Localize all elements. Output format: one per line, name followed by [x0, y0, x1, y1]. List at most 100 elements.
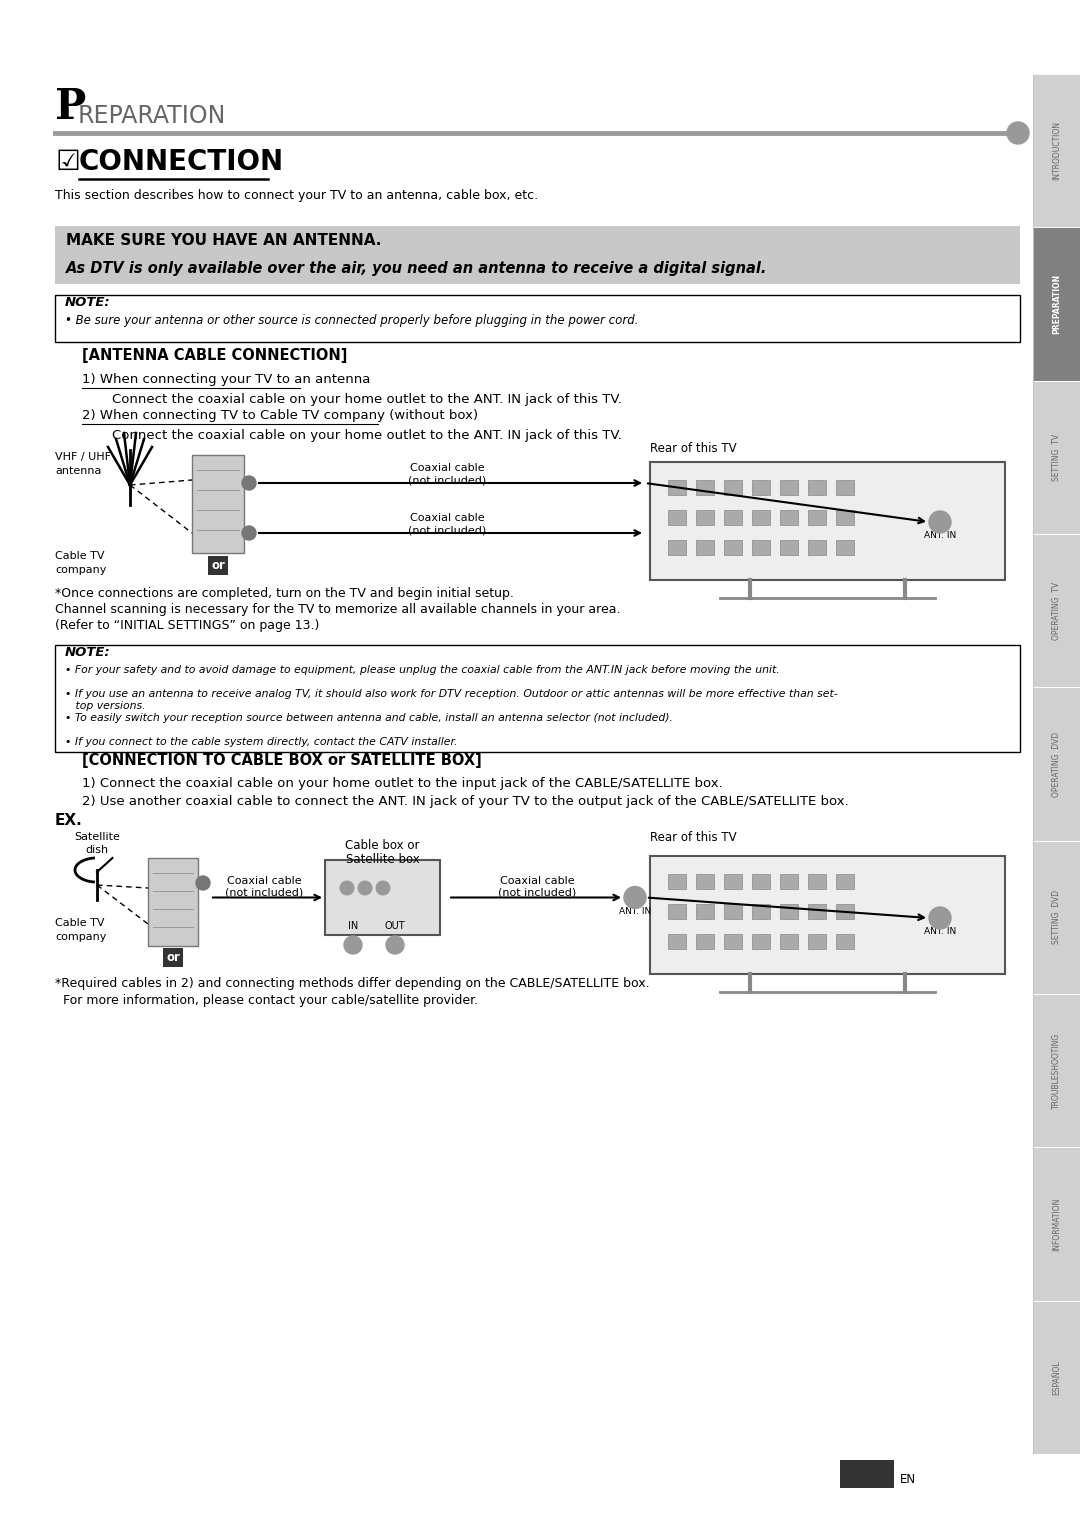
- Text: For more information, please contact your cable/satellite provider.: For more information, please contact you…: [55, 995, 478, 1007]
- Text: Coaxial cable: Coaxial cable: [409, 513, 484, 523]
- Text: Coaxial cable: Coaxial cable: [227, 876, 301, 886]
- Bar: [836, 480, 854, 495]
- Text: antenna: antenna: [55, 466, 102, 477]
- Bar: [808, 480, 826, 495]
- Text: Cable box or: Cable box or: [346, 839, 420, 853]
- Text: Satellite: Satellite: [75, 833, 120, 842]
- Text: As DTV is only available over the air, you need an antenna to receive a digital : As DTV is only available over the air, y…: [66, 261, 768, 277]
- Bar: [808, 905, 826, 918]
- Text: • For your safety and to avoid damage to equipment, please unplug the coaxial ca: • For your safety and to avoid damage to…: [65, 665, 780, 675]
- Bar: [724, 934, 742, 949]
- Text: ANT. IN: ANT. IN: [619, 906, 651, 915]
- Text: TROUBLESHOOTING: TROUBLESHOOTING: [1052, 1033, 1061, 1109]
- Text: Connect the coaxial cable on your home outlet to the ANT. IN jack of this TV.: Connect the coaxial cable on your home o…: [95, 393, 622, 406]
- Text: P: P: [55, 86, 86, 128]
- Circle shape: [242, 526, 256, 539]
- Text: VHF / UHF: VHF / UHF: [55, 452, 111, 461]
- Text: (not included): (not included): [408, 526, 486, 535]
- Bar: [752, 539, 770, 555]
- Text: ANT. IN: ANT. IN: [923, 927, 956, 937]
- Text: Channel scanning is necessary for the TV to memorize all available channels in y: Channel scanning is necessary for the TV…: [55, 604, 621, 616]
- Circle shape: [929, 908, 951, 929]
- Text: • Be sure your antenna or other source is connected properly before plugging in : • Be sure your antenna or other source i…: [65, 313, 638, 327]
- Bar: [669, 539, 686, 555]
- Text: EN: EN: [900, 1473, 916, 1487]
- Text: 1) When connecting your TV to an antenna: 1) When connecting your TV to an antenna: [82, 373, 370, 387]
- Bar: [1032, 73, 1080, 228]
- Text: NOTE:: NOTE:: [65, 646, 110, 659]
- Text: *Required cables in 2) and connecting methods differ depending on the CABLE/SATE: *Required cables in 2) and connecting me…: [55, 976, 650, 990]
- Bar: [780, 934, 798, 949]
- Bar: [669, 934, 686, 949]
- Text: SETTING  TV: SETTING TV: [1052, 434, 1061, 481]
- Text: top versions.: top versions.: [65, 701, 146, 711]
- Bar: [1032, 380, 1080, 533]
- Text: ☑: ☑: [55, 148, 80, 176]
- Bar: [808, 874, 826, 889]
- Bar: [752, 510, 770, 526]
- Bar: [780, 480, 798, 495]
- Bar: [780, 510, 798, 526]
- Text: 2) Use another coaxial cable to connect the ANT. IN jack of your TV to the outpu: 2) Use another coaxial cable to connect …: [82, 795, 849, 808]
- Circle shape: [357, 882, 372, 895]
- Bar: [55, 295, 1020, 342]
- Text: 2) When connecting TV to Cable TV company (without box): 2) When connecting TV to Cable TV compan…: [82, 410, 478, 422]
- Bar: [780, 539, 798, 555]
- Bar: [752, 874, 770, 889]
- Circle shape: [195, 876, 210, 889]
- Bar: [696, 905, 714, 918]
- Text: Connect the coaxial cable on your home outlet to the ANT. IN jack of this TV.: Connect the coaxial cable on your home o…: [95, 429, 622, 442]
- Text: company: company: [55, 565, 106, 575]
- Text: INFORMATION: INFORMATION: [1052, 1198, 1061, 1251]
- Bar: [55, 226, 1020, 284]
- Circle shape: [386, 937, 404, 953]
- Bar: [724, 510, 742, 526]
- Bar: [650, 461, 1005, 581]
- Bar: [808, 934, 826, 949]
- Text: IN: IN: [348, 921, 359, 931]
- Bar: [752, 934, 770, 949]
- Bar: [148, 859, 198, 946]
- Bar: [696, 539, 714, 555]
- Text: ANT. IN: ANT. IN: [923, 532, 956, 539]
- Bar: [836, 934, 854, 949]
- Text: OPERATING  DVD: OPERATING DVD: [1052, 732, 1061, 796]
- Bar: [669, 480, 686, 495]
- Bar: [669, 510, 686, 526]
- Text: Coaxial cable: Coaxial cable: [409, 463, 484, 474]
- Text: EX.: EX.: [55, 813, 83, 828]
- Bar: [1032, 688, 1080, 840]
- Text: (Refer to “INITIAL SETTINGS” on page 13.): (Refer to “INITIAL SETTINGS” on page 13.…: [55, 619, 320, 633]
- Bar: [1032, 228, 1080, 380]
- Text: NOTE:: NOTE:: [65, 296, 110, 309]
- Text: [CONNECTION TO CABLE BOX or SATELLITE BOX]: [CONNECTION TO CABLE BOX or SATELLITE BO…: [82, 753, 482, 769]
- Text: [ANTENNA CABLE CONNECTION]: [ANTENNA CABLE CONNECTION]: [82, 348, 348, 364]
- Bar: [1032, 995, 1080, 1148]
- Bar: [1032, 840, 1080, 995]
- Bar: [724, 874, 742, 889]
- Bar: [840, 1459, 894, 1488]
- Bar: [836, 874, 854, 889]
- Bar: [696, 480, 714, 495]
- Bar: [696, 934, 714, 949]
- Bar: [836, 510, 854, 526]
- Text: or: or: [211, 559, 225, 571]
- Text: CONNECTION: CONNECTION: [79, 148, 284, 176]
- Text: Coaxial cable: Coaxial cable: [500, 876, 575, 886]
- Bar: [752, 905, 770, 918]
- Text: Rear of this TV: Rear of this TV: [650, 831, 737, 843]
- Bar: [836, 539, 854, 555]
- Bar: [724, 905, 742, 918]
- Text: SETTING  DVD: SETTING DVD: [1052, 891, 1061, 944]
- Bar: [724, 480, 742, 495]
- Text: REPARATION: REPARATION: [78, 104, 227, 128]
- Text: dish: dish: [85, 845, 109, 856]
- Bar: [808, 510, 826, 526]
- Circle shape: [376, 882, 390, 895]
- Bar: [780, 874, 798, 889]
- Circle shape: [340, 882, 354, 895]
- Text: (not included): (not included): [498, 888, 577, 897]
- Text: Satellite box: Satellite box: [346, 853, 419, 866]
- Text: (not included): (not included): [225, 888, 303, 897]
- Bar: [650, 856, 1005, 973]
